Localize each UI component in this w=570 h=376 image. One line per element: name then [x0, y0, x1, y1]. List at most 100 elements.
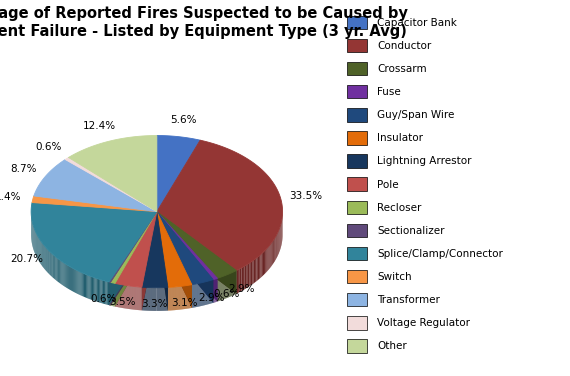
Polygon shape: [71, 267, 72, 291]
Polygon shape: [251, 261, 253, 285]
Polygon shape: [88, 276, 89, 299]
Polygon shape: [74, 269, 75, 293]
Polygon shape: [64, 263, 66, 287]
Text: 20.7%: 20.7%: [10, 254, 43, 264]
Text: Sectionalizer: Sectionalizer: [377, 226, 445, 236]
Polygon shape: [109, 212, 157, 282]
FancyBboxPatch shape: [347, 108, 367, 121]
Polygon shape: [62, 261, 63, 285]
Polygon shape: [242, 267, 243, 291]
Polygon shape: [263, 252, 264, 276]
Polygon shape: [264, 250, 265, 274]
Polygon shape: [68, 265, 69, 289]
Polygon shape: [266, 248, 267, 272]
Polygon shape: [157, 212, 237, 294]
Text: Pole: Pole: [377, 179, 399, 190]
Polygon shape: [50, 252, 51, 276]
Polygon shape: [59, 259, 60, 283]
Polygon shape: [87, 275, 88, 299]
Polygon shape: [107, 281, 108, 305]
Polygon shape: [142, 212, 157, 310]
Polygon shape: [255, 258, 256, 282]
Text: Other: Other: [377, 341, 407, 351]
FancyBboxPatch shape: [347, 224, 367, 237]
Polygon shape: [157, 135, 200, 212]
Polygon shape: [108, 282, 109, 305]
Polygon shape: [273, 240, 274, 264]
Text: 1.4%: 1.4%: [0, 191, 21, 202]
Polygon shape: [259, 255, 260, 279]
Text: Switch: Switch: [377, 272, 412, 282]
Text: 2.9%: 2.9%: [228, 284, 255, 294]
FancyBboxPatch shape: [347, 39, 367, 52]
Polygon shape: [157, 140, 283, 271]
Polygon shape: [157, 212, 217, 280]
Polygon shape: [101, 280, 103, 303]
Polygon shape: [272, 241, 273, 265]
Polygon shape: [258, 256, 259, 280]
FancyBboxPatch shape: [347, 247, 367, 260]
FancyBboxPatch shape: [347, 293, 367, 306]
Polygon shape: [91, 276, 92, 300]
FancyBboxPatch shape: [347, 16, 367, 29]
Polygon shape: [72, 268, 73, 291]
Polygon shape: [111, 212, 157, 306]
Text: Fuse: Fuse: [377, 87, 401, 97]
FancyBboxPatch shape: [347, 85, 367, 99]
Polygon shape: [75, 270, 76, 293]
Polygon shape: [249, 262, 251, 287]
FancyBboxPatch shape: [347, 339, 367, 353]
Text: 2.9%: 2.9%: [199, 293, 225, 303]
Polygon shape: [245, 265, 246, 289]
Polygon shape: [67, 265, 68, 289]
Polygon shape: [253, 260, 254, 284]
Polygon shape: [248, 263, 249, 287]
Text: Conductor: Conductor: [377, 41, 431, 51]
Polygon shape: [70, 267, 71, 290]
Polygon shape: [237, 270, 238, 294]
Polygon shape: [51, 253, 52, 276]
Polygon shape: [85, 274, 86, 298]
Text: 5.6%: 5.6%: [170, 115, 197, 125]
FancyBboxPatch shape: [347, 155, 367, 168]
Polygon shape: [115, 212, 157, 306]
Polygon shape: [268, 246, 270, 270]
FancyBboxPatch shape: [347, 270, 367, 283]
Polygon shape: [94, 277, 96, 301]
Polygon shape: [99, 279, 100, 303]
Polygon shape: [267, 247, 268, 271]
Text: 8.7%: 8.7%: [10, 164, 36, 174]
Polygon shape: [105, 281, 107, 305]
Polygon shape: [100, 280, 101, 303]
Polygon shape: [89, 276, 91, 300]
Polygon shape: [111, 212, 157, 306]
Polygon shape: [60, 260, 61, 284]
Polygon shape: [243, 266, 245, 290]
Polygon shape: [57, 258, 58, 282]
Polygon shape: [115, 212, 157, 287]
Text: Voltage Regulator: Voltage Regulator: [377, 318, 470, 328]
Polygon shape: [34, 159, 157, 212]
Polygon shape: [115, 212, 157, 306]
Polygon shape: [157, 212, 237, 294]
Polygon shape: [265, 249, 266, 273]
Text: Lightning Arrestor: Lightning Arrestor: [377, 156, 472, 167]
Polygon shape: [44, 246, 45, 269]
Polygon shape: [93, 277, 94, 301]
Polygon shape: [271, 242, 272, 266]
Polygon shape: [79, 271, 80, 295]
Polygon shape: [65, 158, 157, 212]
Text: Splice/Clamp/Connector: Splice/Clamp/Connector: [377, 249, 503, 259]
Polygon shape: [86, 274, 87, 298]
FancyBboxPatch shape: [347, 62, 367, 76]
Polygon shape: [109, 212, 157, 305]
Polygon shape: [78, 271, 79, 294]
Polygon shape: [254, 259, 255, 283]
Polygon shape: [73, 268, 74, 292]
FancyBboxPatch shape: [347, 316, 367, 329]
Polygon shape: [157, 212, 192, 287]
Polygon shape: [80, 272, 82, 296]
Polygon shape: [97, 279, 98, 302]
Polygon shape: [54, 255, 55, 279]
Text: 12.4%: 12.4%: [83, 121, 116, 131]
